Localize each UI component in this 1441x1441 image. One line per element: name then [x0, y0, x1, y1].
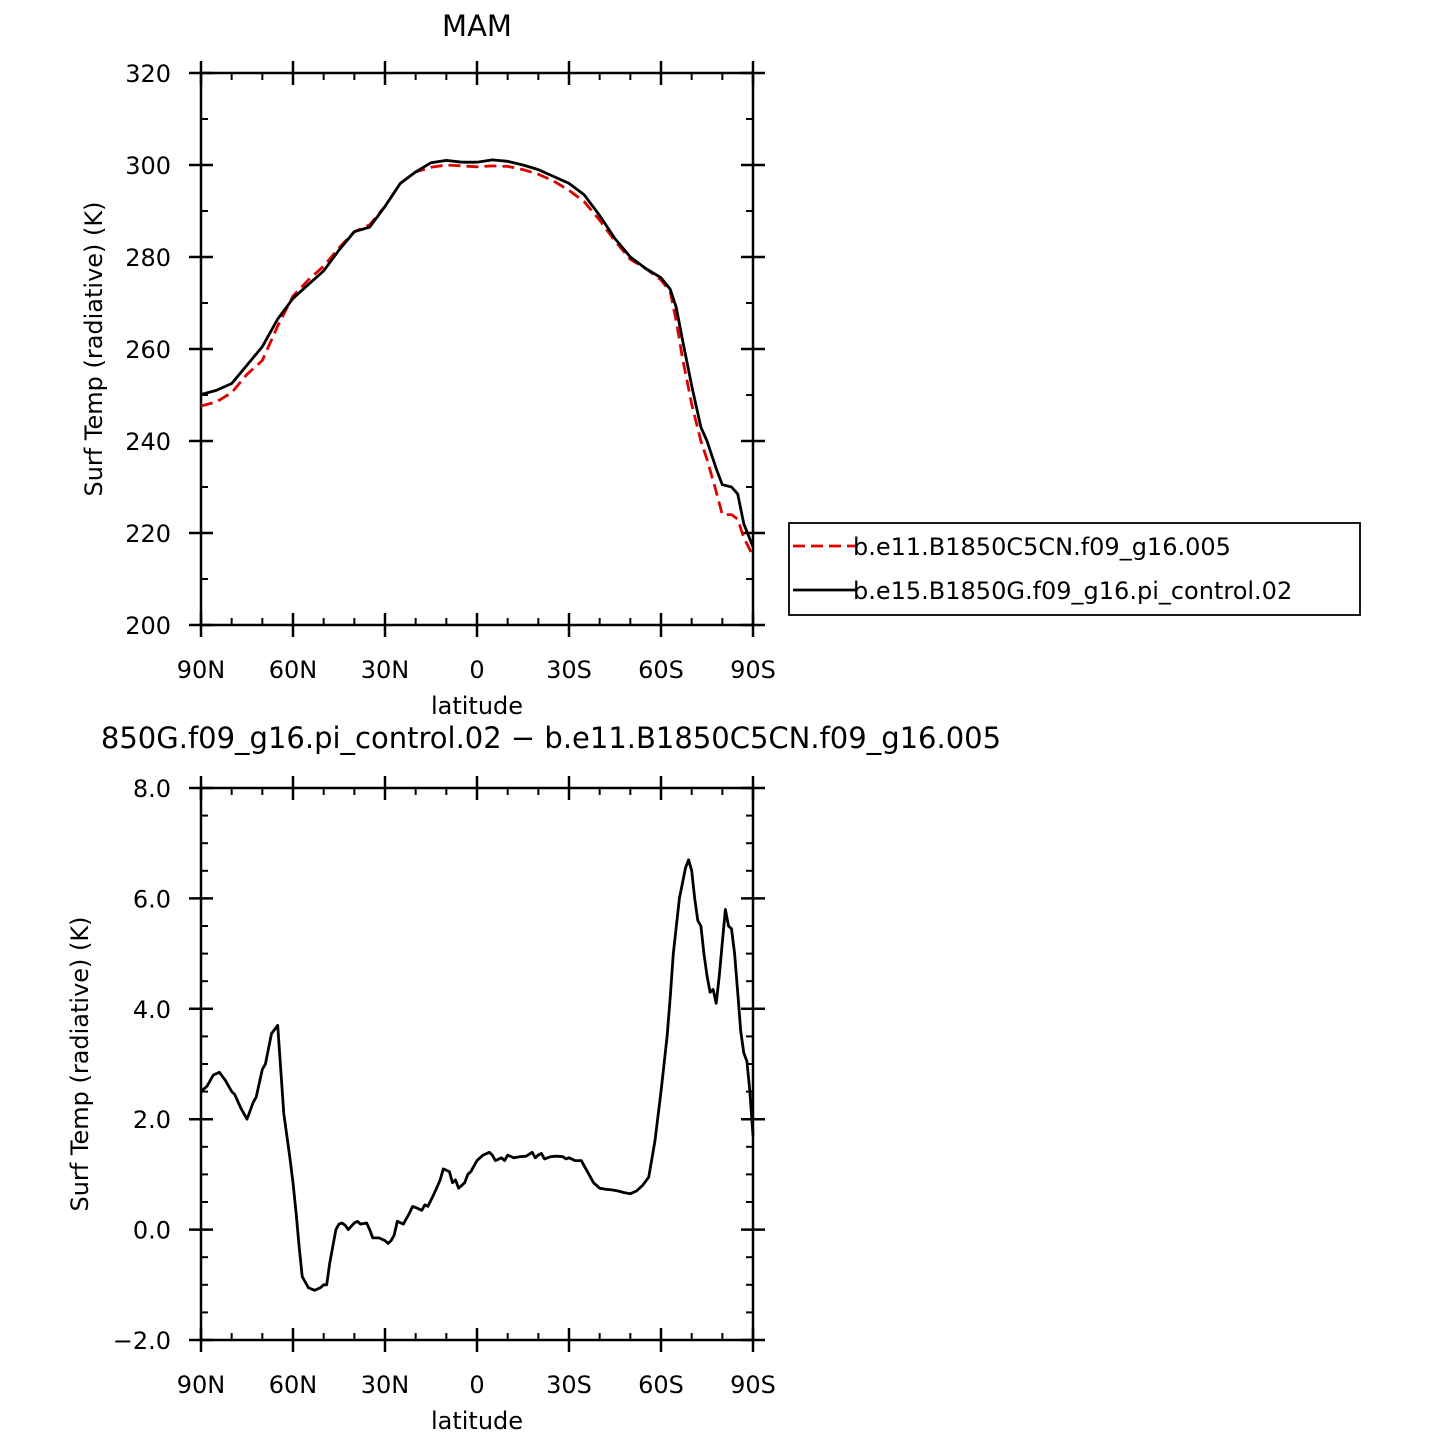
legend-entry-1: b.e11.B1850C5CN.f09_g16.005: [853, 533, 1231, 561]
y-tick-label: 220: [125, 520, 171, 548]
x-tick-label: 30S: [546, 656, 592, 684]
y-tick-label: 280: [125, 244, 171, 272]
legend: b.e11.B1850C5CN.f09_g16.005 b.e15.B1850G.…: [788, 522, 1361, 616]
legend-box: [788, 522, 1361, 616]
y-tick-label: 260: [125, 336, 171, 364]
x-tick-label: 30S: [546, 1371, 592, 1399]
x-tick-label: 90S: [730, 1371, 776, 1399]
chart-panel-1: MAM 200 220 240 260 280 300 320 90N 60N 30N 0 30S 60S…: [80, 9, 1361, 720]
x-tick-label: 0: [469, 656, 484, 684]
x-tick-label: 0: [469, 1371, 484, 1399]
x-tick-label: 90S: [730, 656, 776, 684]
x-tick-label: 90N: [177, 1371, 226, 1399]
x-tick-label: 30N: [361, 1371, 410, 1399]
x-axis-label: latitude: [431, 692, 523, 720]
y-tick-label: 0.0: [133, 1217, 171, 1245]
y-axis-label: Surf Temp (radiative) (K): [80, 201, 108, 496]
plot-frame: [199, 71, 755, 627]
x-tick-label: 60S: [638, 1371, 684, 1399]
x-tick-label: 60N: [269, 1371, 318, 1399]
x-tick-label: 60N: [269, 656, 318, 684]
series-line-1: [200, 163, 755, 557]
y-tick-label: 8.0: [133, 775, 171, 803]
y-tick-label: 6.0: [133, 885, 171, 913]
chart-title: 850G.f09_g16.pi_control.02 − b.e11.B1850…: [101, 721, 1001, 755]
x-tick-label: 30N: [361, 656, 410, 684]
y-tick-label: 300: [125, 152, 171, 180]
chart-panel-2: 850G.f09_g16.pi_control.02 − b.e11.B1850…: [66, 721, 1001, 1435]
y-axis-label: Surf Temp (radiative) (K): [66, 916, 94, 1211]
y-tick-label: 240: [125, 428, 171, 456]
series-line-1: [200, 858, 755, 1292]
legend-entry-2: b.e15.B1850G.f09_g16.pi_control.02: [853, 577, 1292, 605]
y-tick-label: −2.0: [113, 1327, 171, 1355]
series-line-2: [200, 158, 755, 548]
chart-title: MAM: [442, 9, 512, 43]
y-tick-label: 2.0: [133, 1106, 171, 1134]
y-tick-label: 320: [125, 60, 171, 88]
plot-frame: [199, 786, 755, 1342]
x-tick-label: 60S: [638, 656, 684, 684]
y-tick-label: 4.0: [133, 996, 171, 1024]
x-tick-label: 90N: [177, 656, 226, 684]
y-tick-label: 200: [125, 612, 171, 640]
x-axis-label: latitude: [431, 1407, 523, 1435]
